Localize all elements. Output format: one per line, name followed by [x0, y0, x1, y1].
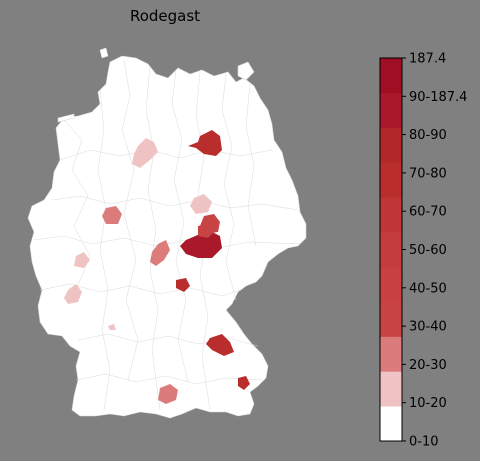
region-lower-saxony — [132, 138, 158, 168]
colorbar-tick-label: 60-70 — [409, 205, 447, 220]
region-franconia — [176, 278, 190, 292]
colorbar-bin — [380, 162, 402, 198]
colorbar-bin — [380, 406, 402, 442]
region-small-bw — [108, 324, 116, 330]
colorbar-bin — [380, 232, 402, 268]
region-saxony — [180, 232, 222, 258]
germany-map — [27, 47, 307, 419]
colorbar: 187.4 90-187.4 80-90 70-80 60-70 50-60 40-50 30… — [379, 52, 467, 450]
north-island — [99, 47, 109, 59]
region-bw-south — [158, 384, 178, 404]
map-title: Rodegast — [129, 7, 201, 25]
region-thuringia — [198, 224, 214, 238]
frisian-island — [57, 113, 75, 123]
baltic-island — [237, 61, 255, 81]
germany-outline — [27, 55, 307, 419]
region-brandenburg — [188, 130, 222, 156]
colorbar-tick-label: 40-50 — [409, 281, 447, 296]
colorbar-bin — [380, 92, 402, 128]
region-bavaria-southeast — [238, 376, 250, 390]
colorbar-tick-label: 90-187.4 — [409, 90, 467, 105]
colorbar-bin — [380, 266, 402, 303]
colorbar-tick-label: 20-30 — [409, 358, 447, 373]
colorbar-bin — [380, 197, 402, 233]
colorbar-bin — [380, 58, 402, 94]
colorbar-bin — [380, 336, 402, 372]
colorbar-tick-label: 0-10 — [409, 435, 439, 450]
region-saarland — [64, 284, 82, 304]
colorbar-tick-label: 80-90 — [409, 128, 447, 143]
colorbar-tick-label: 30-40 — [409, 320, 447, 335]
highlighted-districts — [64, 130, 250, 404]
colorbar-bin — [380, 371, 402, 407]
region-hesse — [150, 240, 170, 266]
region-saxony-anhalt-north — [190, 194, 212, 214]
colorbar-tick-label: 187.4 — [409, 52, 446, 67]
district-borders — [33, 59, 301, 411]
region-nrw — [102, 206, 122, 224]
colorbar-tick-label: 70-80 — [409, 166, 447, 181]
colorbar-tick-label: 10-20 — [409, 396, 447, 411]
region-rhineland — [74, 252, 90, 268]
colorbar-tick-label: 50-60 — [409, 243, 447, 258]
colorbar-bin — [380, 301, 402, 337]
colorbar-bin — [380, 127, 402, 163]
region-bavaria-east — [206, 334, 234, 356]
